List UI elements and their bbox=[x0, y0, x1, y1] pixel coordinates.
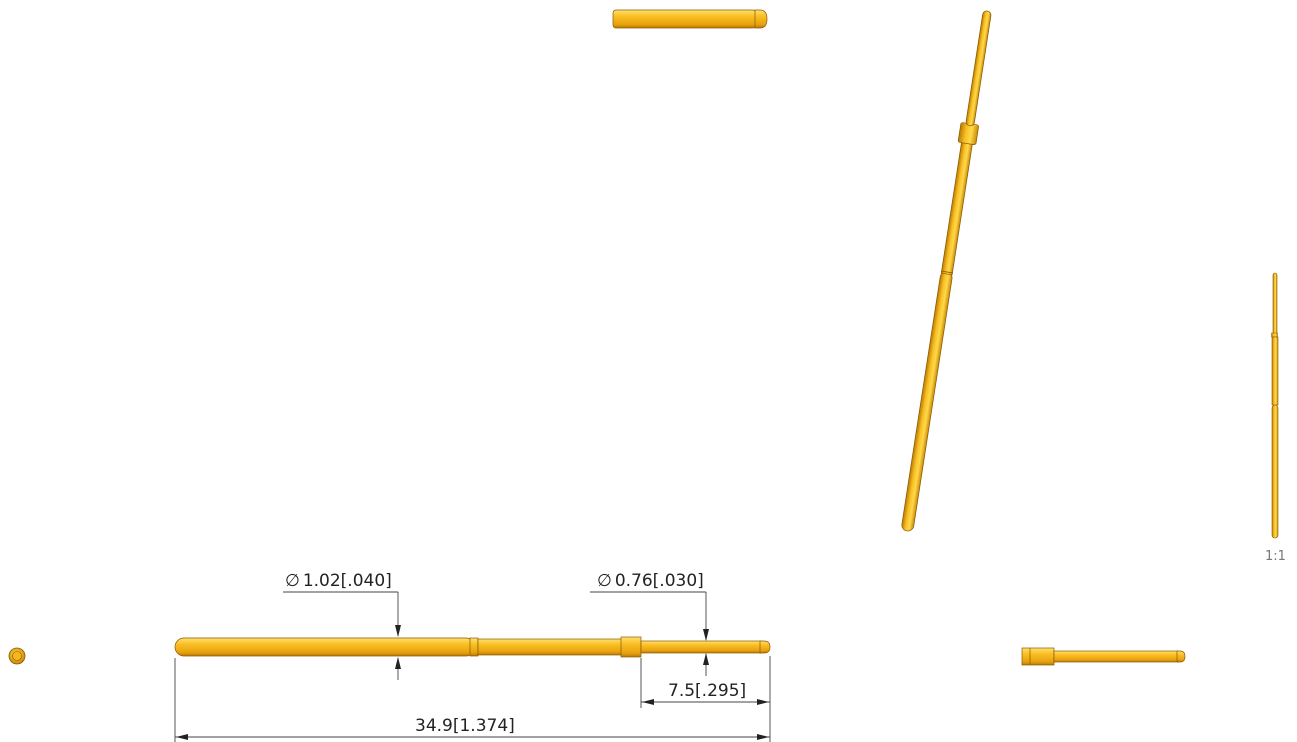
isometric-view-pin bbox=[901, 10, 992, 532]
tip-diameter-value: 0.76[.030] bbox=[615, 571, 704, 591]
svg-text:∅0.76[.030]: ∅ 0.76[.030] bbox=[597, 571, 704, 591]
side-view-pin bbox=[1021, 647, 1186, 666]
diameter-symbol: ∅ bbox=[597, 571, 612, 591]
overall-length-value: 34.9[1.374] bbox=[415, 716, 515, 736]
diameter-symbol: ∅ bbox=[285, 571, 300, 591]
svg-text:∅1.02[.040]: ∅ 1.02[.040] bbox=[285, 571, 392, 591]
dimension-tip-length: 7.5[.295] bbox=[640, 656, 771, 742]
dimension-body-diameter: ∅ 1.02[.040] bbox=[283, 571, 401, 680]
front-view-pin bbox=[174, 636, 771, 658]
body-diameter-value: 1.02[.040] bbox=[303, 571, 392, 591]
tip-length-value: 7.5[.295] bbox=[668, 681, 746, 701]
dimension-overall-length: 34.9[1.374] bbox=[174, 658, 770, 742]
dimension-tip-diameter: ∅ 0.76[.030] bbox=[590, 571, 709, 676]
detail-view-pin bbox=[1271, 272, 1279, 539]
detail-scale-label: 1:1 bbox=[1265, 549, 1286, 564]
top-view-pin bbox=[612, 9, 768, 29]
end-view-pin bbox=[8, 647, 26, 665]
